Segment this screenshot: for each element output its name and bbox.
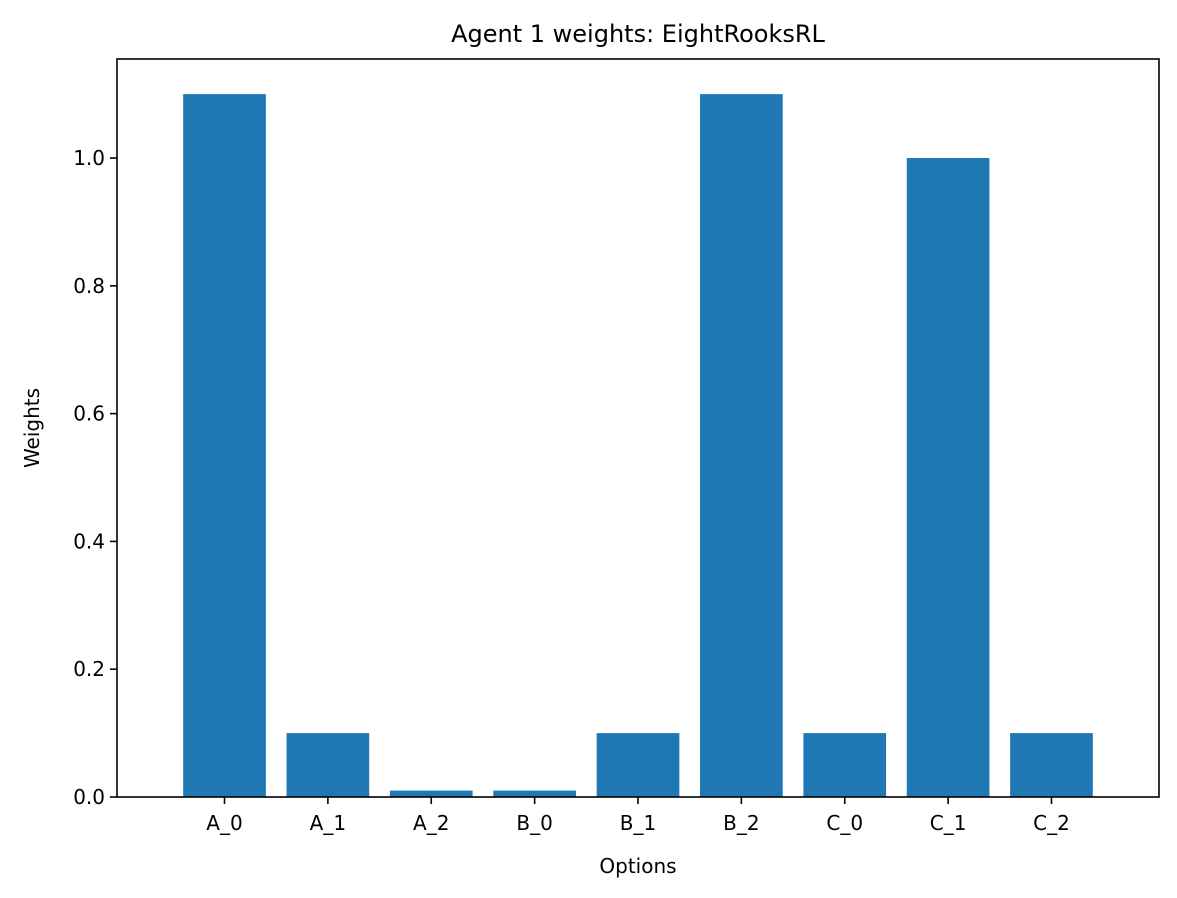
x-tick-label: A_2 xyxy=(413,811,449,835)
y-tick-label: 0.8 xyxy=(73,274,105,298)
bar-b-1 xyxy=(596,733,680,797)
x-axis-label: Options xyxy=(599,854,676,878)
x-tick-label: B_0 xyxy=(516,811,552,835)
y-tick-label: 0.6 xyxy=(73,402,105,426)
bar-c-0 xyxy=(803,733,887,797)
bar-a-0 xyxy=(183,94,266,797)
x-tick-label: C_2 xyxy=(1033,811,1070,835)
y-axis-label: Weights xyxy=(20,388,44,468)
x-tick-label: B_1 xyxy=(620,811,656,835)
bar-b-0 xyxy=(493,790,576,797)
bar-a-1 xyxy=(286,733,370,797)
x-tick-label: C_0 xyxy=(826,811,863,835)
x-tick-label: B_2 xyxy=(723,811,759,835)
plot-area-frame xyxy=(116,58,1160,798)
bar-c-2 xyxy=(1010,733,1093,797)
bar-a-2 xyxy=(389,790,473,797)
bar-b-2 xyxy=(700,94,783,797)
bar-c-1 xyxy=(906,158,990,798)
y-tick-label: 0.4 xyxy=(73,529,105,553)
y-tick-label: 0.0 xyxy=(73,785,105,809)
x-axis-ticks: A_0 A_1 A_2 B_0 B_1 B_2 C_0 C_1 C_2 xyxy=(206,797,1070,835)
x-tick-label: A_1 xyxy=(310,811,346,835)
y-tick-label: 0.2 xyxy=(73,657,105,681)
x-tick-label: A_0 xyxy=(206,811,242,835)
x-tick-label: C_1 xyxy=(930,811,967,835)
bars-group xyxy=(183,94,1093,798)
y-tick-label: 1.0 xyxy=(73,146,105,170)
y-axis-ticks: 0.0 0.2 0.4 0.6 0.8 1.0 xyxy=(73,146,117,809)
chart-title: Agent 1 weights: EightRooksRL xyxy=(451,20,825,48)
